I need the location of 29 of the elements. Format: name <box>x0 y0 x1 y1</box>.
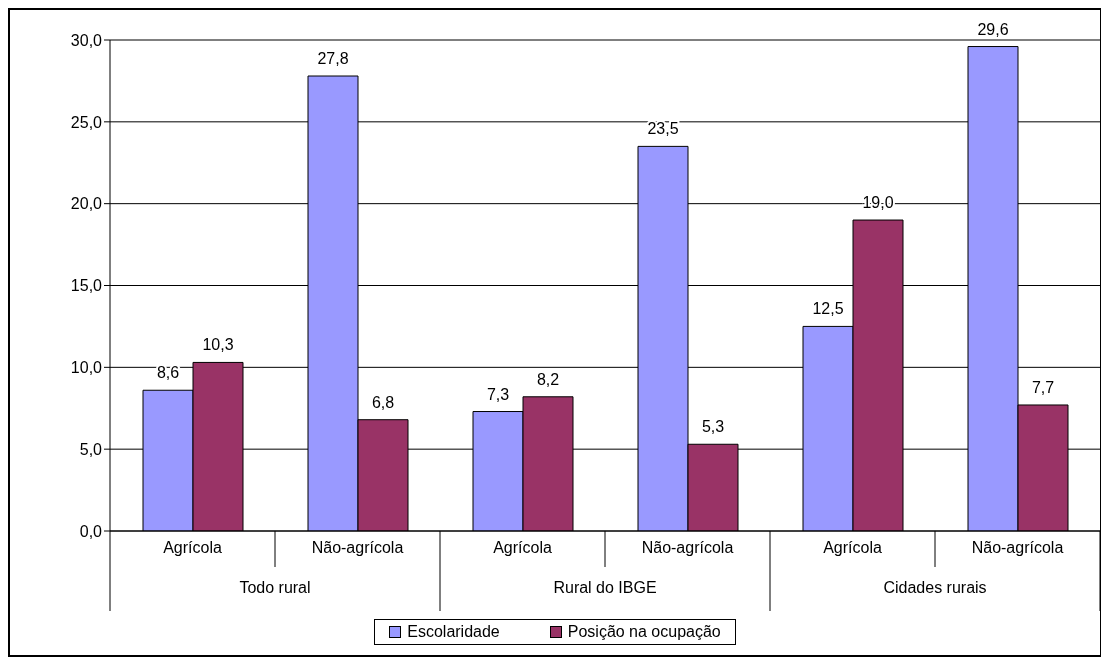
y-tick-label: 30,0 <box>70 31 103 49</box>
legend-label: Escolaridade <box>406 623 500 641</box>
x-tick-label: Agrícola <box>823 539 882 556</box>
data-label: 5,3 <box>701 418 725 436</box>
x-tick-label: Agrícola <box>493 539 552 556</box>
data-label: 27,8 <box>317 50 349 68</box>
data-label: 12,5 <box>812 300 844 318</box>
text: Cidades rurais <box>883 579 987 596</box>
data-label: 7,3 <box>486 385 510 403</box>
x-tick-label: Não-agrícola <box>641 539 734 556</box>
data-label: 10,3 <box>202 336 234 354</box>
text: Todo rural <box>239 579 311 596</box>
y-tick-label: 20,0 <box>70 195 103 213</box>
data-label: 23,5 <box>647 120 679 138</box>
data-label: 7,7 <box>1031 378 1055 396</box>
data-label: 8,6 <box>156 364 180 382</box>
y-tick-label: 10,0 <box>70 359 103 377</box>
y-tick-label: 5,0 <box>79 440 103 458</box>
y-tick-label: 0,0 <box>79 522 103 540</box>
x-tick-label: Não-agrícola <box>311 539 404 556</box>
data-label: 8,2 <box>536 370 560 388</box>
x-tick-label: Não-agrícola <box>971 539 1064 556</box>
x-tick-label: Agrícola <box>163 539 222 556</box>
y-tick-label: 15,0 <box>70 277 103 295</box>
text: Rural do IBGE <box>553 579 657 596</box>
data-label: 29,6 <box>977 20 1009 38</box>
data-label: 6,8 <box>371 393 395 411</box>
y-tick-label: 25,0 <box>70 113 103 131</box>
legend-label: Posição na ocupação <box>566 623 721 641</box>
